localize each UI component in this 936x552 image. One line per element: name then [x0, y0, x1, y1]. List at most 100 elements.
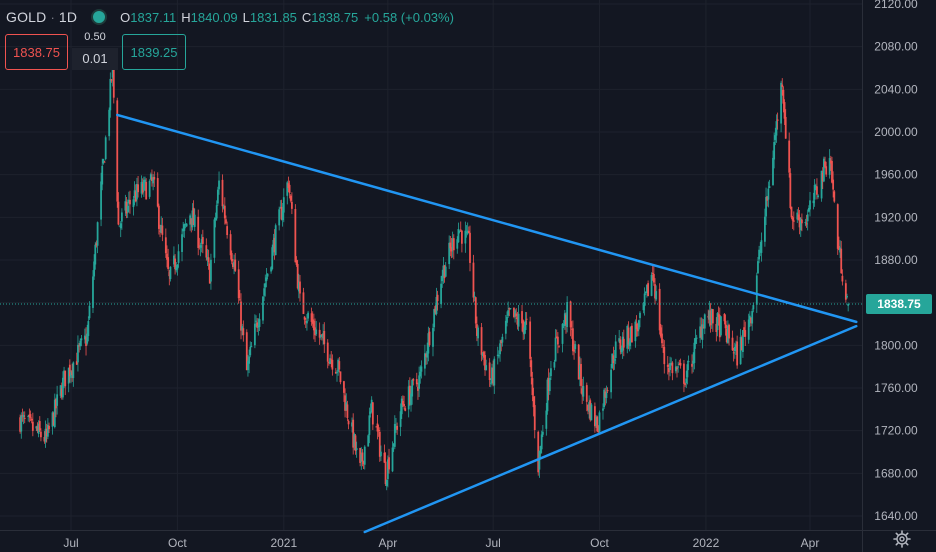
candle — [264, 274, 267, 297]
candle — [75, 352, 78, 366]
candle — [561, 323, 564, 353]
candle — [199, 242, 202, 257]
candle — [546, 377, 549, 415]
candle — [45, 423, 48, 443]
candle — [200, 234, 203, 253]
candle — [725, 324, 728, 344]
candle — [498, 350, 500, 359]
candle — [323, 322, 326, 354]
candle-body — [199, 245, 202, 248]
candle — [86, 324, 89, 346]
candle-body — [676, 367, 678, 370]
candle-body — [168, 271, 171, 277]
trendlines[interactable] — [116, 113, 858, 534]
candle-body — [498, 355, 500, 357]
candle — [751, 308, 754, 331]
candle-body — [375, 426, 378, 428]
candle — [789, 168, 792, 210]
candle-body — [443, 265, 446, 279]
candle-body — [735, 344, 737, 348]
candle-body — [270, 267, 272, 272]
candle-body — [176, 264, 179, 270]
candle — [321, 334, 323, 341]
candle-body — [287, 183, 290, 188]
candle — [193, 208, 196, 232]
candle-body — [546, 379, 549, 412]
candle-body — [377, 429, 380, 431]
candle-body — [181, 234, 183, 252]
candle-body — [606, 390, 609, 392]
candle — [743, 320, 745, 337]
candle — [598, 410, 601, 433]
candle — [157, 203, 160, 235]
candle-body — [791, 217, 794, 221]
candle-body — [643, 293, 646, 307]
candle-body — [304, 321, 307, 323]
candle-body — [368, 415, 371, 435]
buy-button[interactable]: 1839.25 — [122, 34, 186, 70]
symbol-name[interactable]: GOLD — [6, 9, 47, 25]
candle-body — [703, 314, 706, 329]
candle — [707, 309, 710, 324]
candle-body — [27, 415, 30, 417]
candle — [79, 338, 82, 351]
candle — [144, 176, 146, 192]
sell-button[interactable]: 1838.75 — [5, 34, 68, 70]
candle-body — [750, 317, 752, 324]
high-value: 1840.09 — [190, 9, 238, 25]
candle-body — [174, 258, 176, 270]
y-tick-label: 1920.00 — [874, 210, 918, 224]
candle — [731, 330, 734, 352]
candle — [466, 222, 469, 236]
candle-body — [820, 170, 823, 199]
candle-body — [22, 415, 25, 418]
candle-body — [360, 454, 363, 462]
candle — [412, 378, 415, 386]
candle-body — [440, 283, 442, 305]
candle-body — [847, 304, 850, 306]
lot-size-input[interactable]: 0.01 — [72, 48, 118, 70]
candle-body — [201, 237, 204, 244]
candle-body — [832, 179, 835, 190]
candle-body — [846, 296, 848, 298]
candle-body — [687, 361, 690, 363]
candle-body — [659, 327, 662, 337]
candle — [480, 323, 483, 362]
candle-body — [532, 396, 535, 408]
candle — [499, 339, 501, 362]
candle-body — [101, 165, 104, 185]
candle — [506, 311, 508, 327]
candle-body — [44, 428, 47, 442]
candle-body — [759, 250, 762, 252]
candle — [352, 413, 355, 455]
candle-body — [710, 308, 713, 324]
candle-body — [177, 251, 180, 263]
candle — [452, 234, 455, 260]
candle-body — [418, 375, 421, 389]
candle-body — [420, 366, 423, 372]
candle-body — [95, 243, 98, 246]
candle-body — [262, 296, 264, 321]
interval-label[interactable]: 1D — [58, 9, 78, 25]
time-axis[interactable]: Jul Oct 2021 Apr Jul Oct 2022 Apr — [63, 536, 819, 550]
candle — [347, 419, 350, 430]
candle-body — [700, 326, 703, 338]
candle-body — [362, 460, 365, 465]
candle-body — [274, 225, 277, 256]
candle — [517, 305, 520, 332]
candle-body — [55, 399, 57, 409]
candle-body — [315, 329, 318, 335]
candle — [71, 363, 74, 382]
candle — [532, 387, 535, 417]
candle-body — [441, 275, 444, 282]
candle-body — [310, 313, 313, 322]
gear-icon[interactable] — [893, 530, 911, 548]
candle-body — [425, 354, 427, 357]
candle — [652, 266, 655, 286]
y-tick-label: 2080.00 — [874, 40, 918, 54]
candle-body — [457, 228, 460, 243]
candle-body — [774, 135, 777, 140]
candle-body — [412, 379, 415, 381]
change-value: +0.58 (+0.03%) — [364, 9, 454, 25]
